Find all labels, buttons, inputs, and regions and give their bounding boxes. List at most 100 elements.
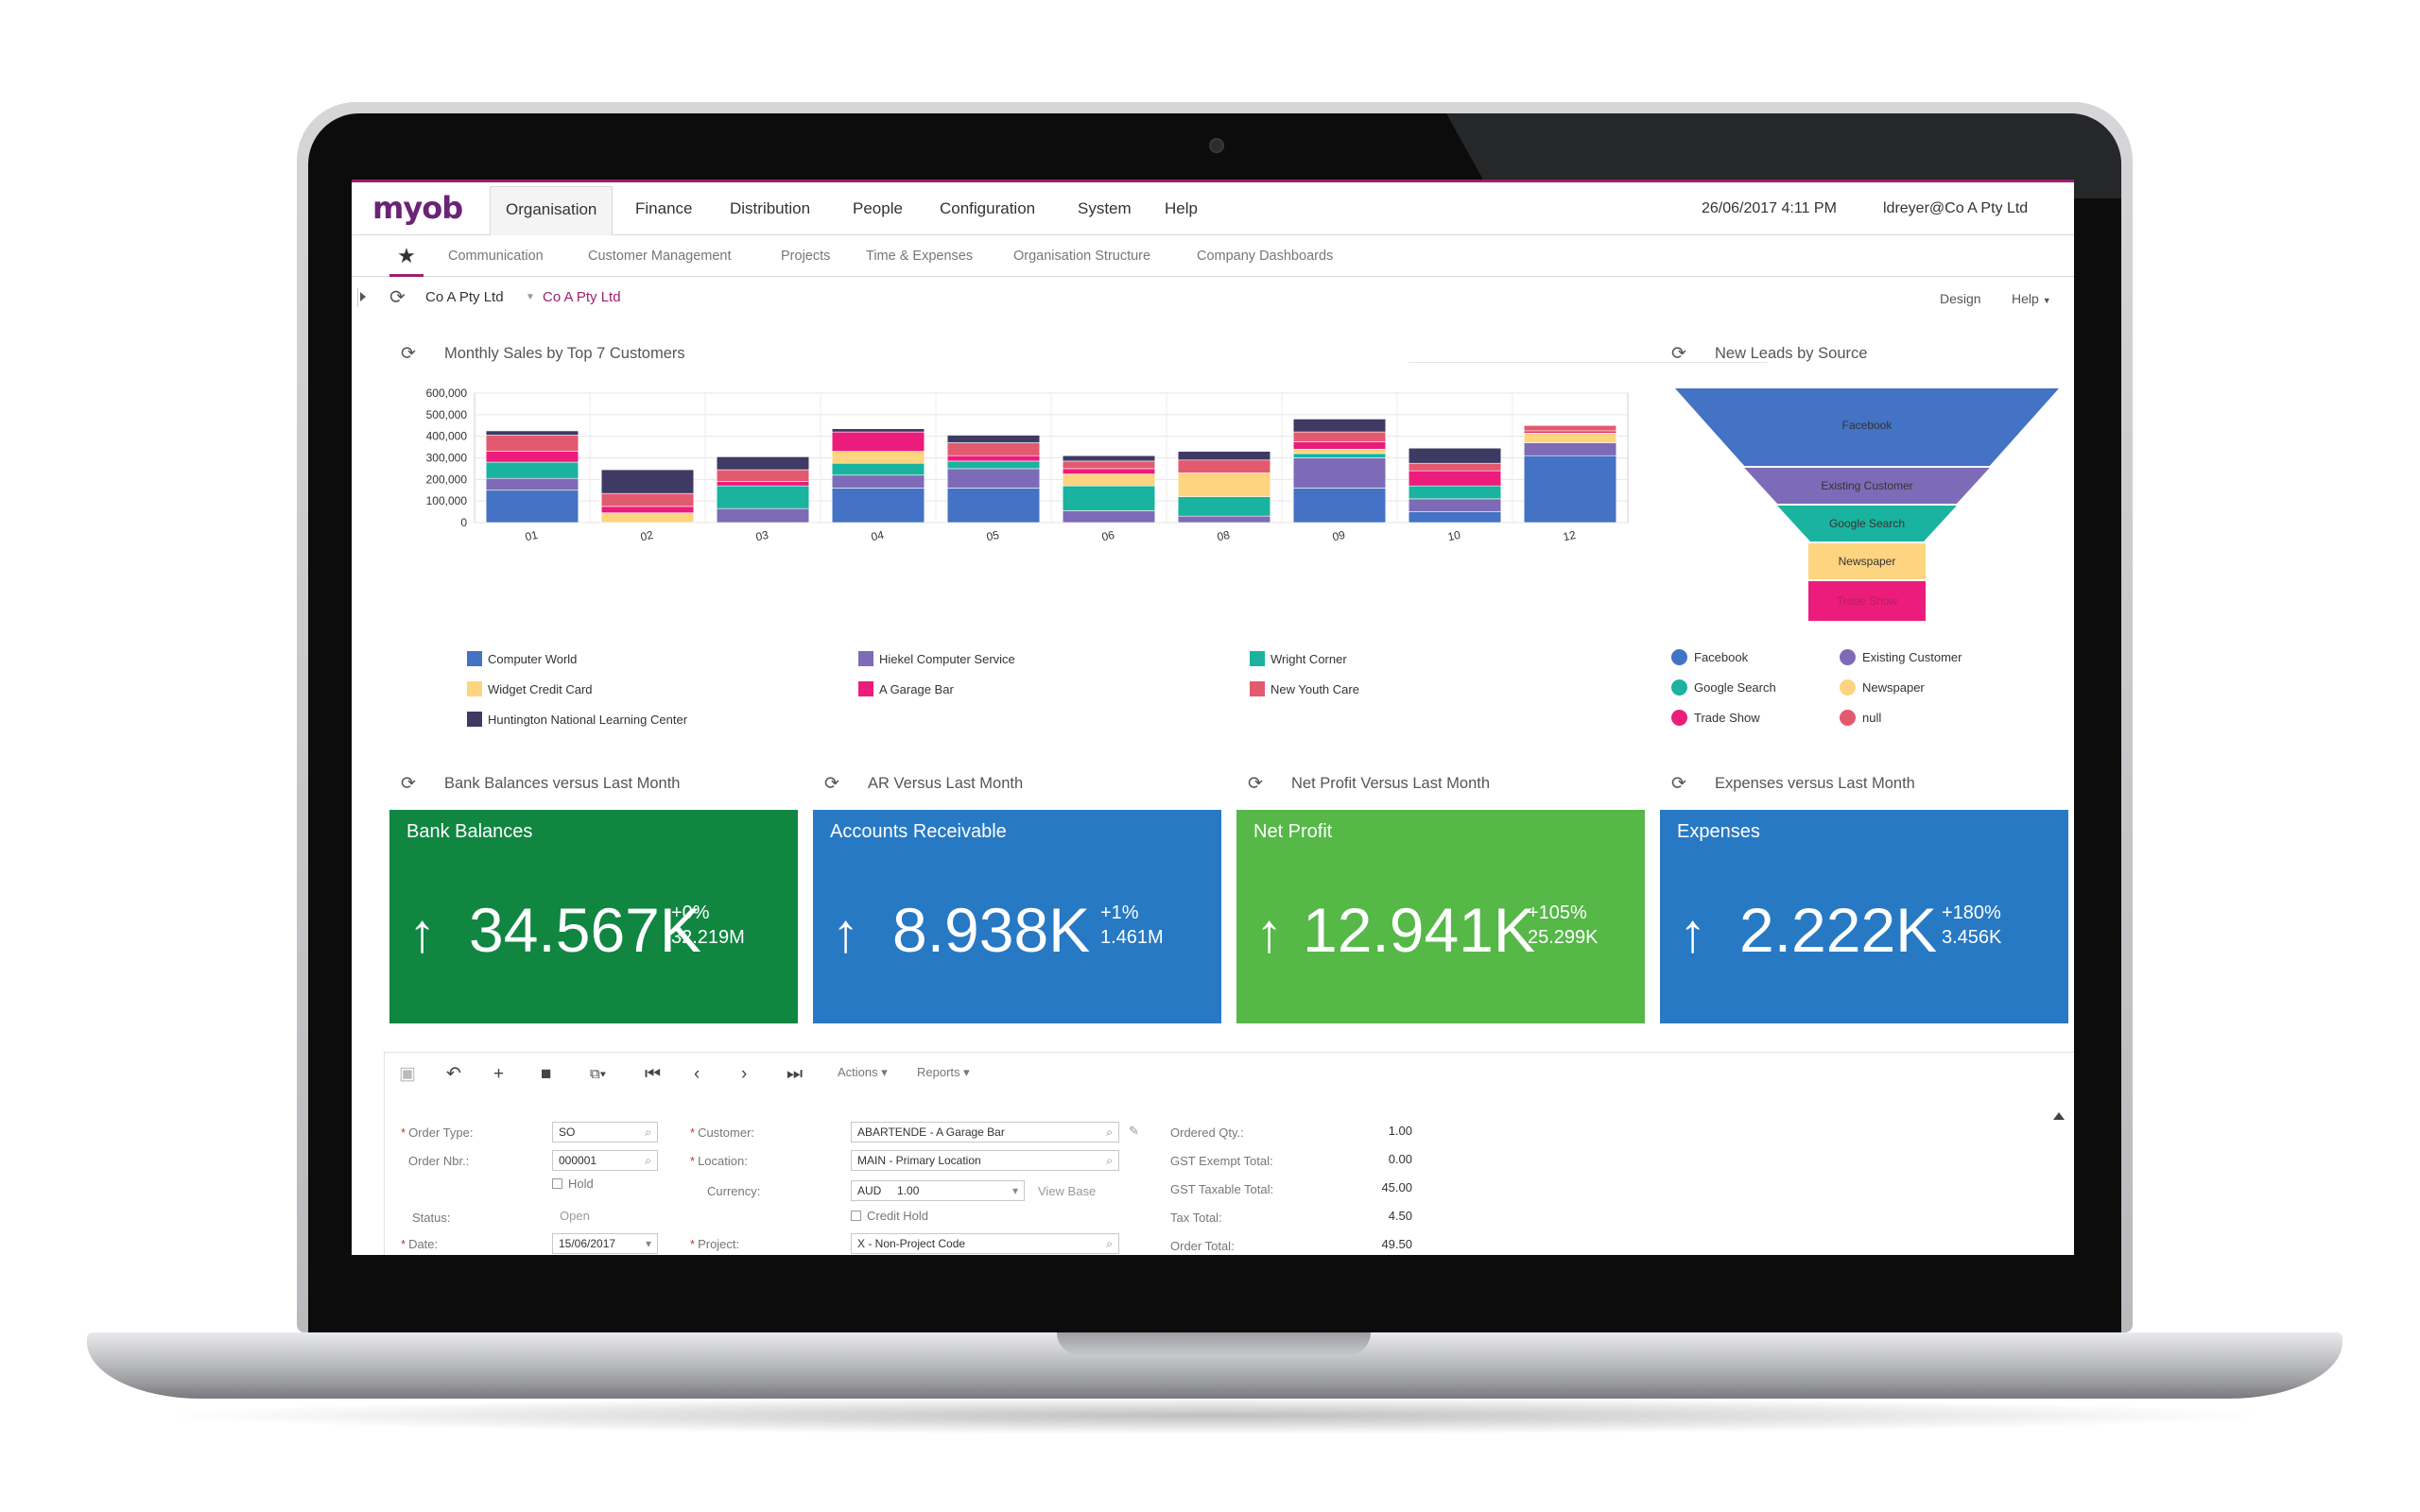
subnav-organisation-structure[interactable]: Organisation Structure bbox=[1013, 249, 1151, 264]
date-field[interactable]: 15/06/2017 ▾ bbox=[552, 1233, 658, 1254]
order-type-field[interactable]: SO ⌕ bbox=[552, 1122, 658, 1143]
legend-item-existing-customer[interactable]: Existing Customer bbox=[1840, 649, 1962, 665]
kpi-tile-accounts-receivable[interactable]: Accounts Receivable ↑ 8.938K +1% 1.461M bbox=[813, 810, 1221, 1023]
subnav-time-expenses[interactable]: Time & Expenses bbox=[866, 249, 974, 264]
help-menu-button[interactable]: Help ▼ bbox=[2012, 277, 2051, 322]
legend-label: A Garage Bar bbox=[879, 682, 954, 696]
bar-segment bbox=[716, 481, 810, 487]
add-icon[interactable]: + bbox=[493, 1064, 505, 1084]
breadcrumb: ⟳ Co A Pty Ltd ▼ Co A Pty Ltd Design Hel… bbox=[352, 277, 2074, 318]
bar-segment bbox=[1062, 473, 1156, 487]
kpi-tile-expenses[interactable]: Expenses ↑ 2.222K +180% 3.456K bbox=[1660, 810, 2068, 1023]
subnav-company-dashboards[interactable]: Company Dashboards bbox=[1197, 249, 1334, 264]
delete-icon[interactable]: ■ bbox=[541, 1064, 552, 1084]
refresh-icon[interactable]: ⟳ bbox=[1671, 774, 1686, 794]
x-tick-label: 08 bbox=[1216, 528, 1231, 544]
refresh-icon[interactable]: ⟳ bbox=[401, 774, 416, 794]
sales-bar-chart: 600,000 500,000 400,000 300,000 200,000 100,0… bbox=[426, 387, 1629, 544]
legend-item-hiekel[interactable]: Hiekel Computer Service bbox=[858, 651, 1015, 666]
legend-item-google-search[interactable]: Google Search bbox=[1671, 679, 1776, 696]
currency-label: Currency: bbox=[707, 1184, 761, 1198]
checkbox-icon bbox=[552, 1178, 562, 1189]
funnel-segment bbox=[1744, 468, 1990, 504]
legend-item-a-garage-bar[interactable]: A Garage Bar bbox=[858, 681, 954, 696]
bar-segment bbox=[831, 451, 925, 464]
kpi-tile-net-profit[interactable]: Net Profit ↑ 12.941K +105% 25.299K bbox=[1236, 810, 1645, 1023]
arrow-up-icon: ↑ bbox=[408, 902, 436, 964]
subnav-projects[interactable]: Projects bbox=[781, 249, 831, 264]
view-base-button[interactable]: View Base bbox=[1038, 1184, 1097, 1198]
breadcrumb-link[interactable]: Co A Pty Ltd bbox=[543, 289, 621, 305]
refresh-icon[interactable]: ⟳ bbox=[1248, 774, 1263, 794]
refresh-icon[interactable]: ⟳ bbox=[824, 774, 839, 794]
bar-segment bbox=[1408, 511, 1502, 524]
first-record-icon[interactable]: ⏮ bbox=[645, 1064, 662, 1084]
legend-item-huntington[interactable]: Huntington National Learning Center bbox=[467, 712, 687, 727]
refresh-icon[interactable]: ⟳ bbox=[389, 287, 406, 308]
location-field[interactable]: MAIN - Primary Location ⌕ bbox=[851, 1150, 1119, 1171]
previous-record-icon[interactable]: ‹ bbox=[694, 1064, 700, 1084]
hold-checkbox[interactable]: Hold bbox=[552, 1177, 594, 1191]
funnel-segment-label: Facebook bbox=[1842, 419, 1893, 432]
location-label-text: Location: bbox=[698, 1154, 748, 1168]
currency-rate: 1.00 bbox=[897, 1184, 920, 1197]
nav-distribution[interactable]: Distribution bbox=[730, 199, 811, 217]
gst-taxable-label: GST Taxable Total: bbox=[1170, 1182, 1274, 1196]
save-icon[interactable]: ▣ bbox=[399, 1064, 416, 1084]
project-field[interactable]: X - Non-Project Code ⌕ bbox=[851, 1233, 1119, 1254]
legend-item-computer-world[interactable]: Computer World bbox=[467, 651, 577, 666]
reports-menu[interactable]: Reports ▾ bbox=[917, 1065, 970, 1079]
nav-finance[interactable]: Finance bbox=[635, 199, 693, 217]
bar-segment bbox=[1292, 453, 1387, 458]
kpi-tile-bank-balances[interactable]: Bank Balances ↑ 34.567K +0% 32.219M bbox=[389, 810, 798, 1023]
legend-label: Facebook bbox=[1694, 650, 1749, 664]
nav-system[interactable]: System bbox=[1078, 199, 1132, 217]
myob-logo[interactable]: myob bbox=[372, 190, 463, 226]
customer-field[interactable]: ABARTENDE - A Garage Bar ⌕ bbox=[851, 1122, 1119, 1143]
arrow-up-icon: ↑ bbox=[1255, 902, 1283, 964]
bar-segment bbox=[1408, 498, 1502, 512]
legend-item-new-youth-care[interactable]: New Youth Care bbox=[1250, 681, 1359, 696]
arrow-up-icon: ↑ bbox=[1679, 902, 1706, 964]
next-record-icon[interactable]: › bbox=[741, 1064, 748, 1084]
search-icon: ⌕ bbox=[1106, 1237, 1113, 1250]
search-icon: ⌕ bbox=[1106, 1125, 1113, 1139]
last-record-icon[interactable]: ⏭ bbox=[786, 1064, 804, 1084]
chevron-down-icon[interactable]: ▼ bbox=[526, 292, 535, 302]
collapse-icon[interactable] bbox=[2053, 1112, 2065, 1120]
nav-configuration[interactable]: Configuration bbox=[940, 199, 1036, 217]
nav-people[interactable]: People bbox=[853, 199, 903, 217]
legend-item-trade-show[interactable]: Trade Show bbox=[1671, 710, 1760, 726]
legend-item-newspaper[interactable]: Newspaper bbox=[1840, 679, 1925, 696]
sidebar-toggle-icon[interactable] bbox=[357, 288, 367, 307]
gst-taxable-value: 45.00 bbox=[1381, 1180, 1412, 1194]
subnav-customer-management[interactable]: Customer Management bbox=[588, 249, 732, 264]
bar-segment bbox=[946, 468, 1041, 489]
subnav-communication[interactable]: Communication bbox=[448, 249, 544, 264]
design-button[interactable]: Design bbox=[1940, 291, 1981, 306]
company-selector[interactable]: Co A Pty Ltd bbox=[425, 289, 504, 305]
order-nbr-field[interactable]: 000001 ⌕ bbox=[552, 1150, 658, 1171]
actions-menu[interactable]: Actions ▾ bbox=[838, 1065, 888, 1079]
edit-icon[interactable]: ✎ bbox=[1129, 1124, 1139, 1138]
legend-label: New Youth Care bbox=[1270, 682, 1359, 696]
legend-item-facebook[interactable]: Facebook bbox=[1671, 649, 1748, 665]
refresh-icon[interactable]: ⟳ bbox=[1671, 344, 1686, 364]
legend-item-wright-corner[interactable]: Wright Corner bbox=[1250, 651, 1347, 666]
legend-item-null[interactable]: null bbox=[1840, 710, 1881, 726]
bar-segment bbox=[1292, 419, 1387, 433]
status-label: Status: bbox=[412, 1211, 451, 1225]
refresh-icon[interactable]: ⟳ bbox=[401, 344, 416, 364]
credit-hold-checkbox[interactable]: Credit Hold bbox=[851, 1209, 928, 1223]
user-menu[interactable]: ldreyer@Co A Pty Ltd bbox=[1883, 200, 2029, 216]
copy-icon[interactable]: ⧉▾ bbox=[590, 1066, 607, 1082]
order-nbr-label: Order Nbr.: bbox=[408, 1154, 470, 1168]
currency-field[interactable]: AUD 1.00 ▾ bbox=[851, 1180, 1025, 1201]
legend-label: Existing Customer bbox=[1862, 650, 1962, 664]
undo-icon[interactable]: ↶ bbox=[446, 1064, 461, 1084]
favorites-star-icon[interactable]: ★ bbox=[389, 241, 424, 277]
legend-item-widget-credit-card[interactable]: Widget Credit Card bbox=[467, 681, 593, 696]
nav-help[interactable]: Help bbox=[1165, 199, 1198, 217]
nav-organisation[interactable]: Organisation bbox=[490, 186, 614, 236]
y-tick-label: 400,000 bbox=[426, 430, 468, 443]
